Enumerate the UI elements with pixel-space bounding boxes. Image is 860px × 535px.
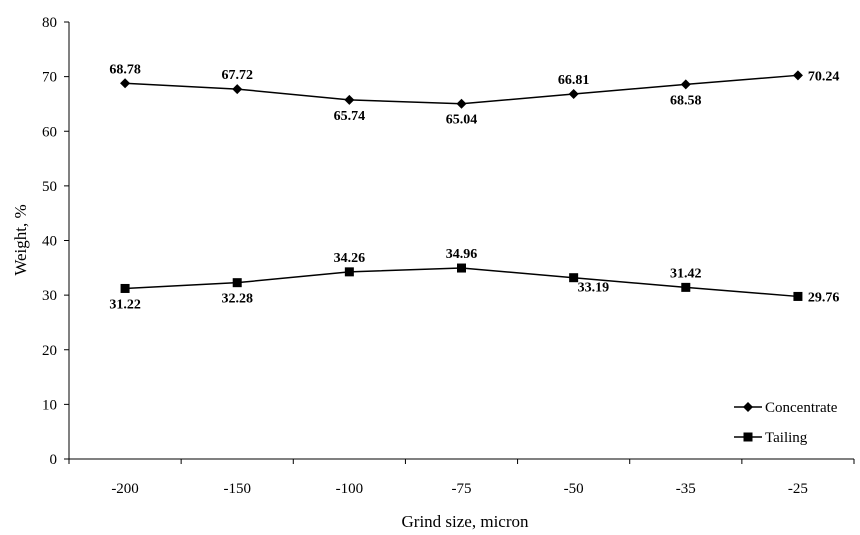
x-tick-label: -35 [676,481,696,497]
y-tick-label: 10 [42,397,57,413]
y-tick-label: 20 [42,343,57,359]
data-point [120,78,131,89]
data-label: 31.22 [109,297,141,312]
data-label: 68.58 [670,93,702,108]
series-tailing [120,263,803,301]
data-label: 68.78 [109,62,141,77]
y-tick-label: 80 [42,15,57,31]
data-label: 34.96 [446,247,478,262]
y-tick-label: 0 [50,452,58,468]
data-point [680,79,691,90]
data-label: 66.81 [558,73,590,88]
data-point [232,278,242,288]
data-point [344,267,354,277]
y-tick-label: 60 [42,124,57,140]
data-point [793,291,803,301]
legend-label: Concentrate [765,400,838,416]
x-tick-label: -50 [564,481,584,497]
x-tick-label: -200 [111,481,139,497]
legend-item-tailing: Tailing [734,430,808,446]
data-point [792,70,803,81]
data-point [120,283,130,293]
data-point [232,84,243,95]
data-label: 33.19 [578,281,610,296]
y-tick-label: 50 [42,179,57,195]
x-tick-label: -150 [223,481,251,497]
legend-marker [743,432,753,442]
data-label: 31.42 [670,266,702,281]
data-labels: 68.78 67.72 65.74 65.04 66.81 68.58 70.24 31.22… [109,62,839,312]
y-tick-label: 40 [42,234,57,250]
x-tick-label: -25 [788,481,808,497]
x-axis-ticks: -200 -150 -100 -75 -50 -35 -25 [68,459,855,497]
y-tick-label: 30 [42,288,57,304]
data-label: 67.72 [221,68,253,83]
series-layer [120,70,803,301]
data-label: 65.74 [334,109,366,124]
data-label: 65.04 [446,113,478,128]
data-label: 70.24 [808,69,840,84]
data-label: 32.28 [221,292,253,307]
data-label: 34.26 [334,251,366,266]
data-point [568,89,579,100]
data-label: 29.76 [808,290,840,305]
legend-item-concentrate: Concentrate [734,400,838,416]
legend-marker [743,402,753,412]
x-axis-title: Grind size, micron [402,512,529,531]
data-point [457,263,466,273]
y-axis-ticks: 0 10 20 30 40 50 60 70 80 [42,15,69,468]
legend: Concentrate Tailing [734,400,838,446]
y-tick-label: 70 [42,70,57,86]
y-axis-title: Weight, % [11,204,30,275]
data-point [569,273,579,283]
data-point [344,94,355,105]
x-tick-label: -75 [452,481,472,497]
data-point [456,98,467,109]
x-tick-label: -100 [336,481,364,497]
data-point [681,282,691,292]
series-concentrate [120,70,803,109]
axes [68,22,854,460]
legend-label: Tailing [765,430,808,446]
